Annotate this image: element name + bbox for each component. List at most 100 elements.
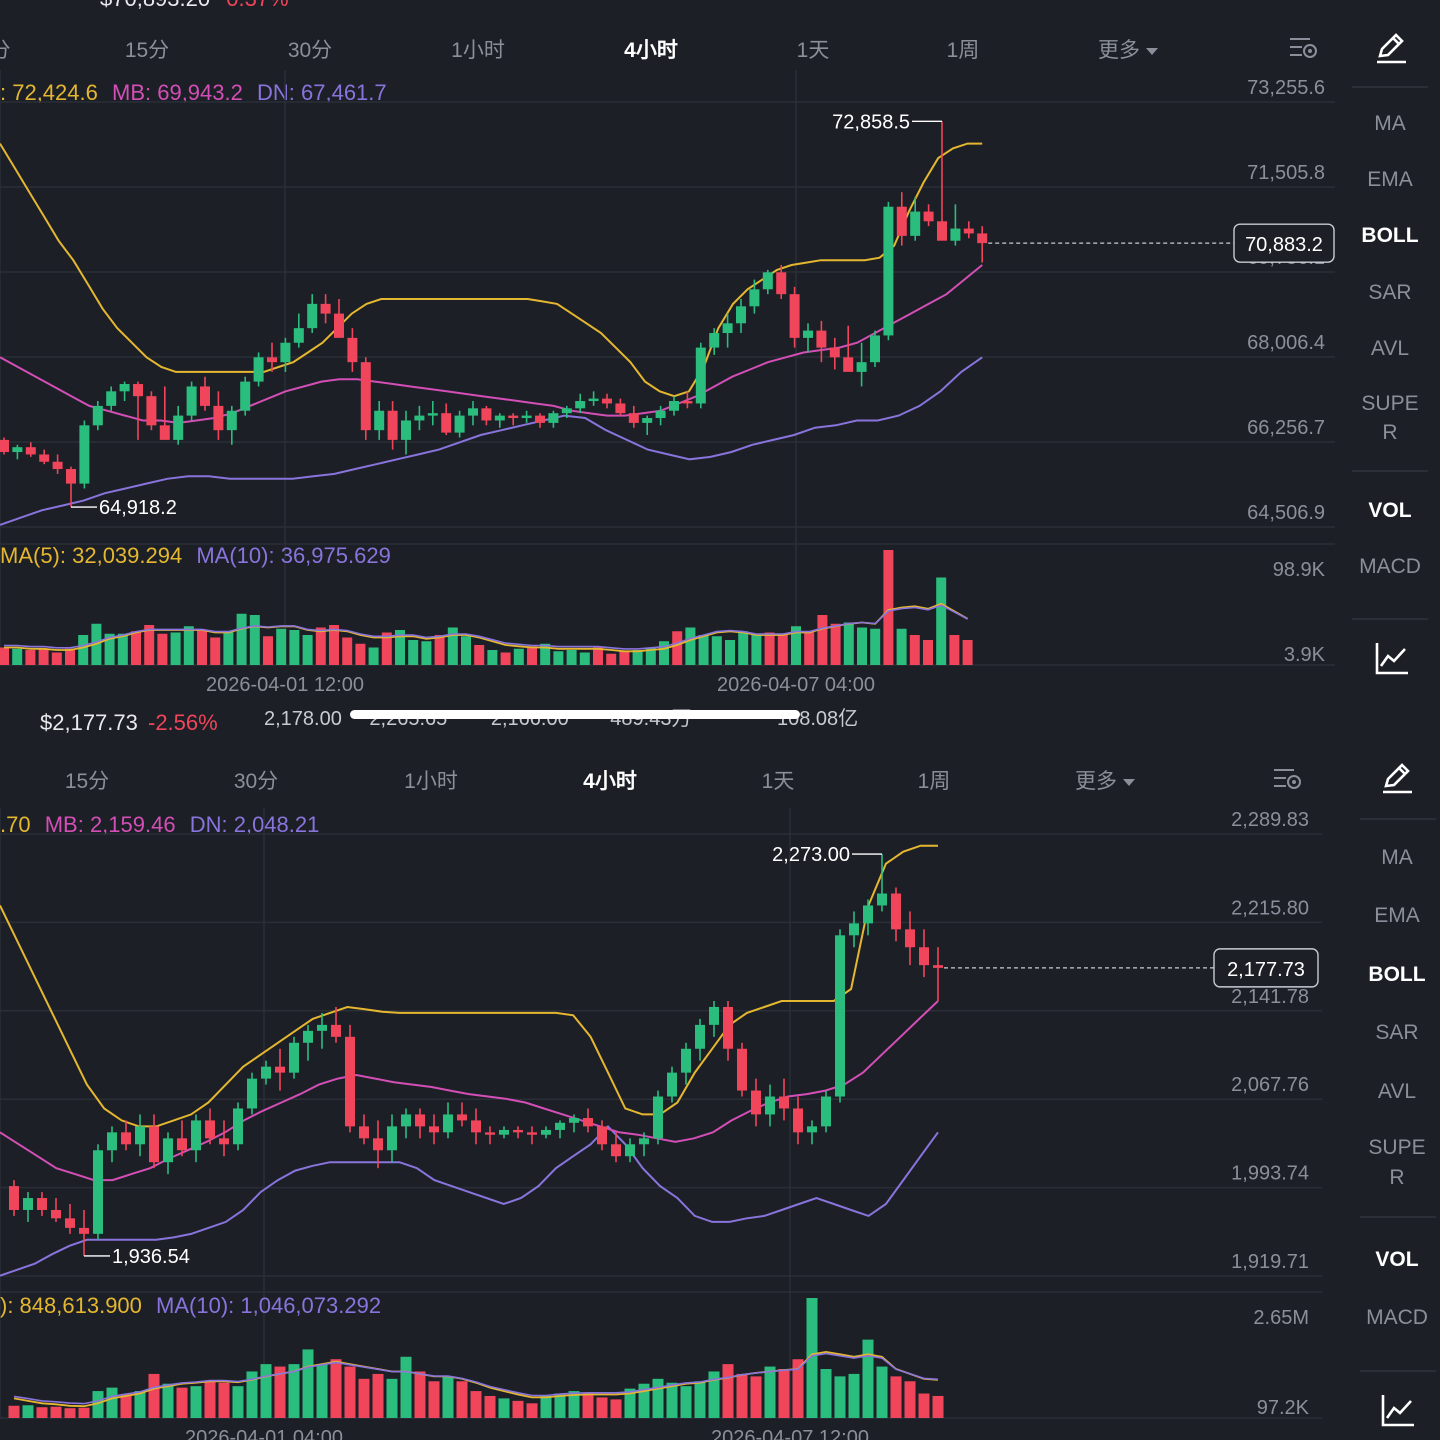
draw-pencil-icon[interactable] xyxy=(1374,30,1408,64)
tab-30m[interactable]: 30分 xyxy=(233,770,279,793)
tab-1h[interactable]: 1小时 xyxy=(404,770,458,793)
indicator-macd[interactable]: MACD xyxy=(1366,1306,1428,1329)
tab-30m[interactable]: 30分 xyxy=(287,39,333,62)
vol-ma10-value: MA(10): 1,046,073.292 xyxy=(156,1293,382,1318)
volume-bar xyxy=(500,652,511,665)
candle-body xyxy=(427,413,438,416)
volume-bar xyxy=(498,1398,510,1418)
candle-body xyxy=(793,1108,803,1133)
tab-4h[interactable]: 4小时 xyxy=(624,39,678,62)
indicator-sar[interactable]: SAR xyxy=(1375,1021,1419,1044)
date-tick-label: 2026-04-01 12:00 xyxy=(206,674,364,696)
tab-1h[interactable]: 1小时 xyxy=(451,39,505,62)
indicator-avl[interactable]: AVL xyxy=(1370,337,1410,360)
candle-body xyxy=(135,1126,145,1145)
candle-body xyxy=(905,929,915,948)
indicator-super-r[interactable]: R xyxy=(1389,1166,1405,1189)
indicator-ema[interactable]: EMA xyxy=(1367,168,1413,191)
high-price-label: 72,858.5 xyxy=(832,111,910,133)
volume-bar xyxy=(487,650,498,665)
chart-type-icon[interactable] xyxy=(1380,1392,1416,1428)
boll-lower-line xyxy=(0,356,983,526)
indicator-vol[interactable]: VOL xyxy=(1375,1248,1419,1271)
eth-chart-panel: $2,177.73 -2.56% 2,178.00 2,265.65 2,166… xyxy=(0,708,1440,1440)
candle-body xyxy=(625,1144,635,1157)
candle-body xyxy=(219,1138,229,1145)
candle-body xyxy=(454,415,465,433)
volume-bar xyxy=(579,652,590,665)
boll-upper-line xyxy=(0,142,983,398)
candle-body xyxy=(415,1114,425,1127)
volume-bar xyxy=(764,1366,776,1418)
indicator-avl[interactable]: AVL xyxy=(1377,1080,1417,1103)
chart-type-icon[interactable] xyxy=(1374,640,1410,676)
candle-body xyxy=(937,221,947,241)
candle-body xyxy=(200,386,210,406)
candle-body xyxy=(387,410,398,440)
volume-bar xyxy=(176,1387,188,1418)
candle-body xyxy=(642,418,653,423)
indicator-sidebar: MA EMA BOLL SAR AVL SUPE R VOL MACD xyxy=(1354,708,1440,1440)
eth-candlestick-chart[interactable]: 2,289.83 2,215.80 2,141.78 2,067.76 1,993.74… xyxy=(0,808,1330,1440)
tab-1w[interactable]: 1周 xyxy=(917,770,951,793)
tab-1m[interactable]: 分 xyxy=(0,34,11,64)
btc-candlestick-chart[interactable]: 73,255.671,505.869,756.168,006.466,256.7… xyxy=(0,70,1340,700)
candle-body xyxy=(293,328,304,343)
indicator-ma[interactable]: MA xyxy=(1374,112,1406,135)
vol-ma10-value: MA(10): 36,975.629 xyxy=(196,543,391,568)
candle-body xyxy=(736,306,746,324)
chart-settings-icon[interactable] xyxy=(1272,765,1304,793)
volume-bar xyxy=(624,1388,636,1418)
indicator-super[interactable]: SUPE xyxy=(1368,1136,1426,1159)
volume-bar xyxy=(106,1387,118,1418)
volume-bar xyxy=(830,623,841,665)
chart-settings-icon[interactable] xyxy=(1288,34,1320,62)
candle-body xyxy=(66,469,76,484)
candle-body xyxy=(681,1048,691,1073)
draw-pencil-icon[interactable] xyxy=(1380,760,1414,794)
indicator-ma[interactable]: MA xyxy=(1381,846,1413,869)
volume-bar xyxy=(918,1393,930,1418)
candle-body xyxy=(39,454,50,462)
home-indicator xyxy=(350,710,800,719)
tab-more[interactable]: 更多 xyxy=(1098,34,1158,64)
candle-body xyxy=(843,357,854,372)
volume-bar xyxy=(725,640,735,665)
volume-bar xyxy=(276,628,287,665)
current-price-box xyxy=(1233,223,1335,263)
tab-15m[interactable]: 15分 xyxy=(64,770,110,793)
indicator-boll[interactable]: BOLL xyxy=(1361,224,1419,247)
tab-1d[interactable]: 1天 xyxy=(796,39,830,62)
volume-bar xyxy=(51,652,62,665)
indicator-super-r[interactable]: R xyxy=(1382,421,1398,444)
indicator-super[interactable]: SUPE xyxy=(1361,392,1419,415)
volume-bar xyxy=(652,1378,664,1418)
candle-body xyxy=(977,233,988,244)
current-price-label: 70,883.2 xyxy=(1245,234,1323,256)
vol-legend: MA(5): 32,039.294 MA(10): 36,975.629 xyxy=(0,543,399,569)
candle-body xyxy=(92,405,103,426)
indicator-vol[interactable]: VOL xyxy=(1368,499,1412,522)
volume-bar xyxy=(289,630,300,665)
volume-bar xyxy=(315,627,326,665)
indicator-sar[interactable]: SAR xyxy=(1368,281,1412,304)
sidebar-divider xyxy=(1352,618,1428,620)
tab-15m[interactable]: 15分 xyxy=(124,39,170,62)
candle-body xyxy=(695,347,706,404)
candle-body xyxy=(23,1198,33,1210)
indicator-macd[interactable]: MACD xyxy=(1359,555,1421,578)
candle-body xyxy=(213,405,224,431)
volume-bar xyxy=(932,1395,944,1418)
tab-4h[interactable]: 4小时 xyxy=(583,770,637,793)
candle-body xyxy=(803,330,813,338)
tab-1d[interactable]: 1天 xyxy=(761,770,795,793)
volume-bar xyxy=(645,647,656,665)
current-price-box xyxy=(1213,948,1319,988)
tab-1w[interactable]: 1周 xyxy=(946,39,980,62)
indicator-boll[interactable]: BOLL xyxy=(1368,963,1426,986)
candle-body xyxy=(762,272,773,290)
tab-more[interactable]: 更多 xyxy=(1075,765,1135,795)
indicator-ema[interactable]: EMA xyxy=(1374,904,1420,927)
current-price-label: 2,177.73 xyxy=(1227,959,1305,981)
volume-bar xyxy=(218,1382,230,1418)
